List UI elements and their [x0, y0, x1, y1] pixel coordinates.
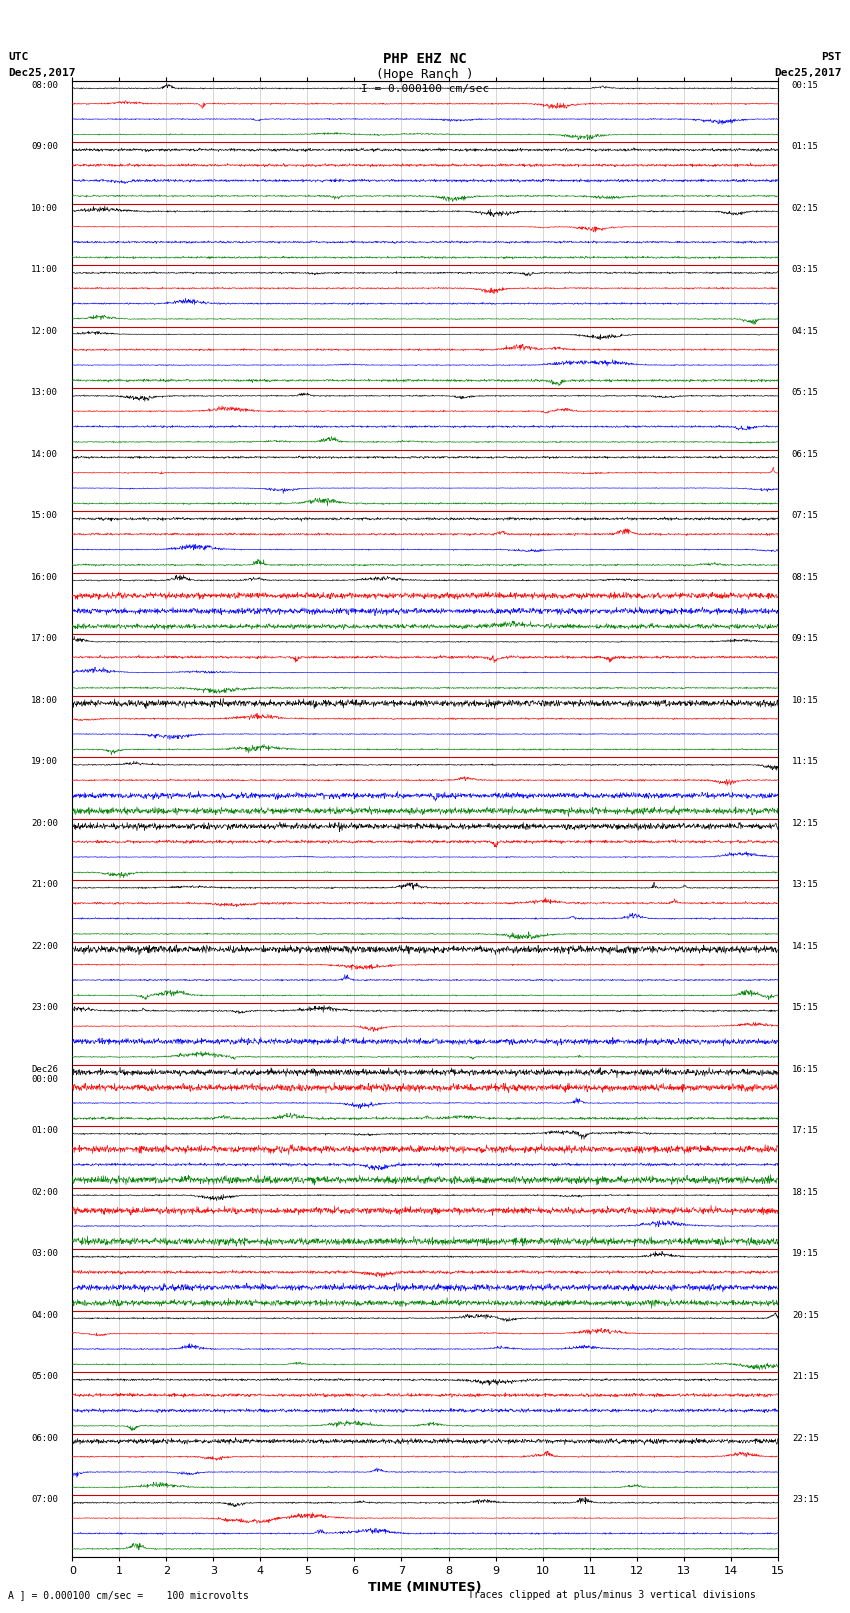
Text: 16:15: 16:15 [792, 1065, 819, 1074]
Text: 17:00: 17:00 [31, 634, 58, 644]
Text: 11:00: 11:00 [31, 265, 58, 274]
Text: 15:00: 15:00 [31, 511, 58, 519]
Text: 23:00: 23:00 [31, 1003, 58, 1011]
Text: 09:00: 09:00 [31, 142, 58, 152]
Text: I = 0.000100 cm/sec: I = 0.000100 cm/sec [361, 84, 489, 94]
Text: 22:15: 22:15 [792, 1434, 819, 1442]
Text: Dec25,2017: Dec25,2017 [8, 68, 76, 77]
Text: 02:00: 02:00 [31, 1187, 58, 1197]
Text: Dec25,2017: Dec25,2017 [774, 68, 842, 77]
Text: 20:15: 20:15 [792, 1310, 819, 1319]
Text: 07:00: 07:00 [31, 1495, 58, 1503]
Text: 23:15: 23:15 [792, 1495, 819, 1503]
Text: 01:00: 01:00 [31, 1126, 58, 1136]
Text: 11:15: 11:15 [792, 756, 819, 766]
Text: 18:00: 18:00 [31, 695, 58, 705]
Text: 22:00: 22:00 [31, 942, 58, 950]
Text: 18:15: 18:15 [792, 1187, 819, 1197]
Text: 20:00: 20:00 [31, 819, 58, 827]
Text: 10:00: 10:00 [31, 203, 58, 213]
Text: 07:15: 07:15 [792, 511, 819, 519]
Text: 21:15: 21:15 [792, 1373, 819, 1381]
X-axis label: TIME (MINUTES): TIME (MINUTES) [368, 1581, 482, 1594]
Text: 14:00: 14:00 [31, 450, 58, 458]
Text: 00:15: 00:15 [792, 81, 819, 90]
Text: UTC: UTC [8, 52, 29, 61]
Text: 13:15: 13:15 [792, 881, 819, 889]
Text: 02:15: 02:15 [792, 203, 819, 213]
Text: 15:15: 15:15 [792, 1003, 819, 1011]
Text: A ] = 0.000100 cm/sec =    100 microvolts: A ] = 0.000100 cm/sec = 100 microvolts [8, 1590, 249, 1600]
Text: 09:15: 09:15 [792, 634, 819, 644]
Text: 05:15: 05:15 [792, 389, 819, 397]
Text: 04:00: 04:00 [31, 1310, 58, 1319]
Text: 16:00: 16:00 [31, 573, 58, 582]
Text: 06:00: 06:00 [31, 1434, 58, 1442]
Text: 03:15: 03:15 [792, 265, 819, 274]
Text: 05:00: 05:00 [31, 1373, 58, 1381]
Text: Traces clipped at plus/minus 3 vertical divisions: Traces clipped at plus/minus 3 vertical … [468, 1590, 756, 1600]
Text: Dec26
00:00: Dec26 00:00 [31, 1065, 58, 1084]
Text: 19:15: 19:15 [792, 1248, 819, 1258]
Text: PHP EHZ NC: PHP EHZ NC [383, 52, 467, 66]
Text: PST: PST [821, 52, 842, 61]
Text: 08:00: 08:00 [31, 81, 58, 90]
Text: 13:00: 13:00 [31, 389, 58, 397]
Text: 12:15: 12:15 [792, 819, 819, 827]
Text: 08:15: 08:15 [792, 573, 819, 582]
Text: 14:15: 14:15 [792, 942, 819, 950]
Text: 12:00: 12:00 [31, 326, 58, 336]
Text: 03:00: 03:00 [31, 1248, 58, 1258]
Text: 01:15: 01:15 [792, 142, 819, 152]
Text: 10:15: 10:15 [792, 695, 819, 705]
Text: 19:00: 19:00 [31, 756, 58, 766]
Text: 06:15: 06:15 [792, 450, 819, 458]
Text: 17:15: 17:15 [792, 1126, 819, 1136]
Text: 21:00: 21:00 [31, 881, 58, 889]
Text: (Hope Ranch ): (Hope Ranch ) [377, 68, 473, 81]
Text: 04:15: 04:15 [792, 326, 819, 336]
